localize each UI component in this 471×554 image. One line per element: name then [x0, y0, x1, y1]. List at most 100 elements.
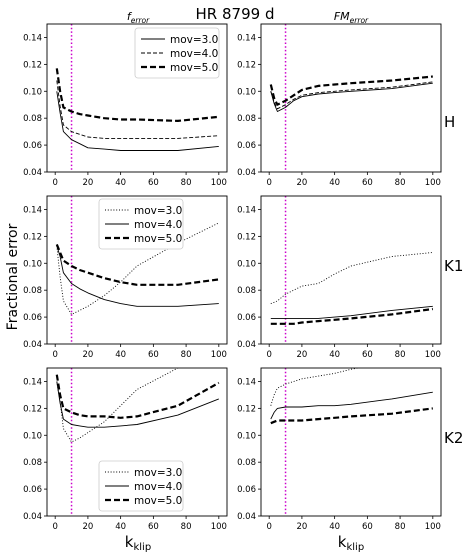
- panels: 0 20 40 60 80 100 0.04 0.06 0.08 0.10 0.12 0.14 mov=…: [23, 23, 442, 532]
- y-tick-label: 0.06: [237, 141, 256, 151]
- legend-label: mov=4.0: [170, 48, 218, 60]
- y-tick-label: 0.06: [23, 313, 42, 323]
- y-tick-label: 0.10: [237, 87, 256, 97]
- plot-area: [55, 196, 219, 344]
- y-tick-label: 0.12: [237, 404, 256, 414]
- series-line-1: [56, 91, 219, 151]
- y-tick-label: 0.08: [237, 458, 256, 468]
- col-title-fmerror: FMerror: [334, 10, 369, 25]
- y-tick-label: 0.04: [237, 168, 256, 178]
- row-label-k1: K1: [444, 257, 463, 275]
- series-line-1: [56, 368, 180, 443]
- col-title-ferror: ferror: [127, 10, 150, 25]
- series-line-2: [56, 245, 219, 307]
- x-tick-label: 60: [148, 178, 159, 188]
- series-line-3: [55, 243, 219, 286]
- y-tick-label: 0.08: [23, 286, 42, 296]
- legend-label: mov=5.0: [134, 233, 182, 245]
- x-tick-label: 80: [181, 522, 192, 532]
- y-tick-label: 0.06: [23, 485, 42, 495]
- x-tick-label: 60: [148, 522, 159, 532]
- x-tick-label: 20: [296, 178, 307, 188]
- panel-K1-ferror: 0 20 40 60 80 100 0.04 0.06 0.08 0.10 0.12 0.14 mov=…: [23, 195, 228, 360]
- legend-label: mov=3.0: [170, 34, 218, 46]
- row-label-h: H: [444, 113, 455, 131]
- x-tick-label: 0: [266, 350, 271, 360]
- axes-frame: [46, 195, 228, 345]
- x-tick-label: 0: [52, 178, 57, 188]
- axes-frame: [260, 23, 442, 173]
- y-axis-label: Fractional error: [5, 223, 21, 330]
- y-tick-label: 0.14: [237, 205, 256, 215]
- series-line-1: [270, 252, 433, 305]
- x-tick-label: 60: [362, 522, 373, 532]
- y-tick-label: 0.06: [237, 313, 256, 323]
- y-tick-label: 0.10: [23, 87, 42, 97]
- y-tick-label: 0.12: [237, 60, 256, 70]
- series-line-3: [270, 307, 433, 325]
- x-tick-label: 100: [211, 522, 227, 532]
- y-tick-label: 0.06: [23, 141, 42, 151]
- x-tick-label: 0: [52, 350, 57, 360]
- x-tick-label: 60: [362, 350, 373, 360]
- panel-H-ferror: 0 20 40 60 80 100 0.04 0.06 0.08 0.10 0.12 0.14 mov=…: [23, 23, 228, 188]
- x-tick-label: 60: [148, 350, 159, 360]
- legend-label: mov=3.0: [134, 467, 182, 479]
- y-tick-label: 0.04: [23, 340, 42, 350]
- y-tick-label: 0.08: [237, 114, 256, 124]
- y-tick-label: 0.12: [23, 60, 42, 70]
- axes-frame: [260, 195, 442, 345]
- panel-H-FMerror: 0 20 40 60 80 100 0.04 0.06 0.08 0.10 0.12 0.14: [237, 23, 442, 188]
- x-axis-label-left: kklip: [125, 533, 151, 553]
- y-tick-label: 0.04: [237, 340, 256, 350]
- y-tick-label: 0.08: [23, 114, 42, 124]
- x-tick-label: 20: [82, 178, 93, 188]
- panel-K2-ferror: 0 20 40 60 80 100 0.04 0.06 0.08 0.10 0.12 0.14 mov=…: [23, 367, 228, 532]
- series-line-3: [55, 374, 220, 419]
- panel-K1-FMerror: 0 20 40 60 80 100 0.04 0.06 0.08 0.10 0.12 0.14: [237, 195, 442, 360]
- y-tick-label: 0.14: [237, 33, 256, 43]
- legend-label: mov=5.0: [170, 62, 218, 74]
- legend-box: [134, 27, 220, 79]
- plot-area: [270, 196, 433, 344]
- legend-label: mov=4.0: [134, 219, 182, 231]
- legend-label: mov=5.0: [134, 495, 182, 507]
- y-tick-label: 0.10: [23, 431, 42, 441]
- x-tick-label: 40: [115, 522, 126, 532]
- series-line-3: [55, 68, 219, 123]
- axes-frame: [260, 367, 442, 517]
- x-tick-label: 100: [211, 178, 227, 188]
- x-tick-label: 80: [181, 178, 192, 188]
- y-tick-label: 0.12: [23, 232, 42, 242]
- legend-label: mov=3.0: [134, 205, 182, 217]
- x-tick-label: 20: [296, 522, 307, 532]
- series-line-1: [270, 368, 360, 406]
- y-tick-label: 0.08: [23, 458, 42, 468]
- y-tick-label: 0.14: [23, 205, 42, 215]
- series-line-2: [270, 305, 433, 319]
- x-tick-label: 60: [362, 178, 373, 188]
- y-tick-label: 0.04: [23, 168, 42, 178]
- legend: mov=3.0 mov=4.0 mov=5.0: [98, 198, 184, 250]
- x-tick-label: 100: [425, 522, 441, 532]
- legend-box: [98, 460, 184, 512]
- x-tick-label: 20: [82, 522, 93, 532]
- y-tick-label: 0.08: [237, 286, 256, 296]
- x-tick-label: 20: [296, 350, 307, 360]
- x-tick-label: 80: [395, 350, 406, 360]
- series-line-2: [56, 381, 219, 428]
- x-tick-label: 0: [266, 178, 271, 188]
- figure-title: HR 8799 d: [196, 5, 275, 23]
- legend-label: mov=4.0: [134, 481, 182, 493]
- x-tick-label: 100: [425, 350, 441, 360]
- legend: mov=3.0 mov=4.0 mov=5.0: [98, 460, 184, 512]
- series-line-3: [270, 407, 433, 425]
- x-tick-label: 40: [329, 522, 340, 532]
- legend-box: [98, 198, 184, 250]
- axes-frame: [46, 367, 228, 517]
- series-line-3: [269, 75, 433, 106]
- series-line-2: [270, 391, 433, 420]
- y-tick-label: 0.10: [23, 259, 42, 269]
- y-tick-label: 0.10: [237, 431, 256, 441]
- x-tick-label: 20: [82, 350, 93, 360]
